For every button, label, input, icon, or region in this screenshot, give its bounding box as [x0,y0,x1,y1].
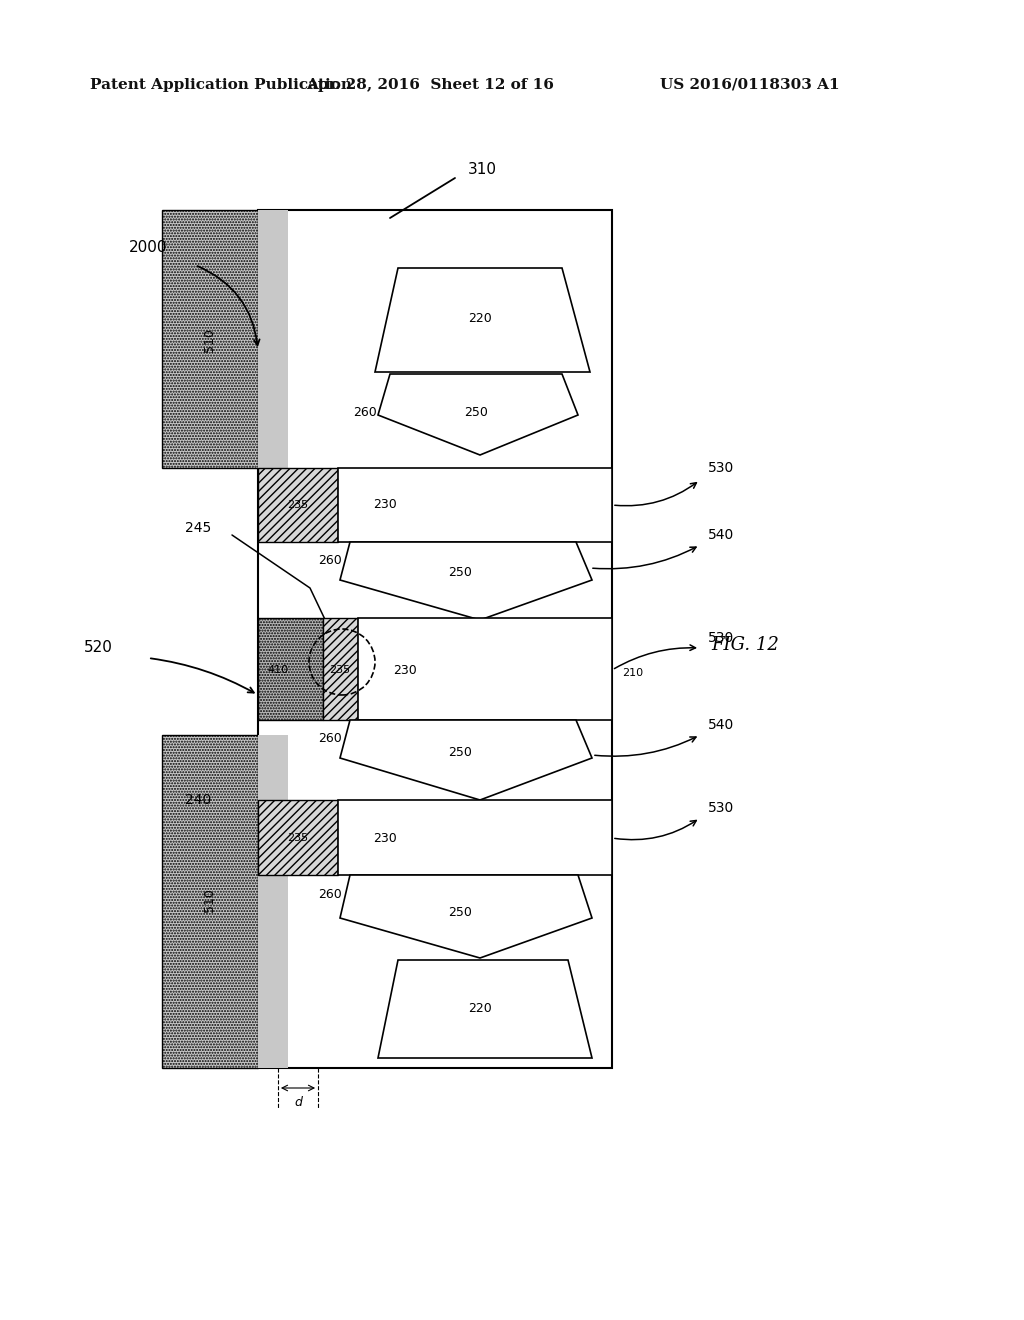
Text: 410: 410 [267,665,289,675]
Text: 235: 235 [288,833,308,843]
Text: 510: 510 [204,888,216,912]
Polygon shape [340,719,592,800]
Text: 540: 540 [708,718,734,733]
Text: d: d [294,1097,302,1110]
Text: 260: 260 [318,888,342,902]
Text: 245: 245 [185,521,211,535]
Text: FIG. 12: FIG. 12 [711,636,779,653]
Bar [258,618,323,719]
Text: 230: 230 [373,832,397,845]
Bar [162,210,258,469]
Bar [338,469,612,543]
Polygon shape [378,374,578,455]
Text: 220: 220 [468,1002,492,1015]
Polygon shape [375,268,590,372]
Bar [258,469,338,543]
Text: Apr. 28, 2016  Sheet 12 of 16: Apr. 28, 2016 Sheet 12 of 16 [306,78,554,92]
Text: 520: 520 [84,640,113,656]
Text: 220: 220 [468,312,492,325]
Polygon shape [340,875,592,958]
Polygon shape [378,960,592,1059]
Text: 235: 235 [288,500,308,510]
Text: 230: 230 [373,499,397,511]
Text: 240: 240 [185,793,211,807]
Text: 260: 260 [318,731,342,744]
Text: 540: 540 [708,528,734,543]
Text: 530: 530 [708,461,734,475]
Bar [258,210,612,1068]
Text: 2000: 2000 [129,240,167,256]
Bar [323,618,358,719]
Text: 230: 230 [393,664,417,676]
Text: 310: 310 [468,162,497,177]
Text: US 2016/0118303 A1: US 2016/0118303 A1 [660,78,840,92]
Bar [258,735,288,1068]
Text: 510: 510 [204,329,216,352]
Text: 250: 250 [449,746,472,759]
Text: 530: 530 [708,631,734,645]
Text: Patent Application Publication: Patent Application Publication [90,78,352,92]
Text: 250: 250 [449,565,472,578]
Bar [258,800,338,875]
Bar [358,618,612,719]
Bar [258,210,288,469]
Text: 530: 530 [708,801,734,814]
Text: 250: 250 [449,906,472,919]
Bar [338,800,612,875]
Text: 250: 250 [464,405,488,418]
Bar [162,735,258,1068]
Text: 260: 260 [353,405,377,418]
Text: 235: 235 [330,665,350,675]
Text: 210: 210 [622,668,643,678]
Text: 260: 260 [318,553,342,566]
Polygon shape [340,543,592,620]
